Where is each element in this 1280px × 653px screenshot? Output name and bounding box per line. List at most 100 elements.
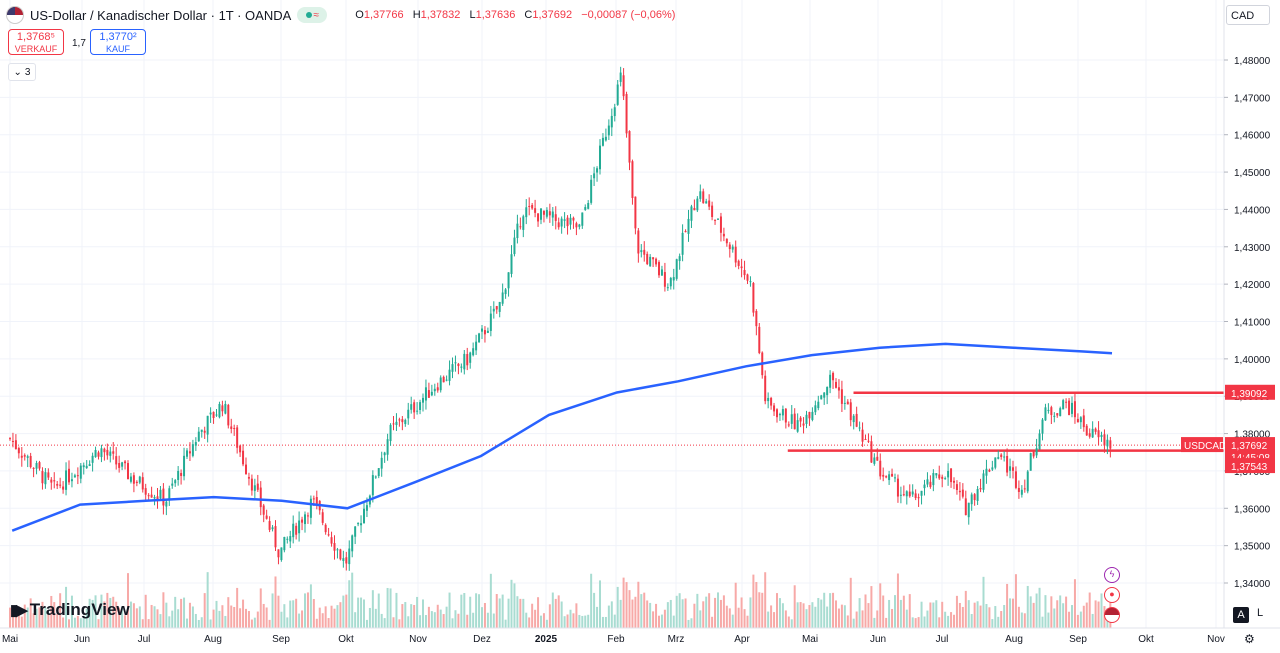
lightning-icon[interactable]: ϟ — [1104, 567, 1120, 583]
candle-body — [380, 457, 383, 469]
volume-bar — [436, 604, 439, 628]
candle-body — [840, 389, 843, 404]
candle-body — [354, 526, 357, 537]
candle-body — [1076, 418, 1079, 423]
volume-bar — [1026, 585, 1029, 628]
volume-bar — [832, 592, 835, 628]
candle-body — [1109, 440, 1112, 449]
candle-body — [70, 479, 73, 482]
volume-bar — [416, 596, 419, 628]
volume-bar — [778, 598, 781, 628]
volume-bar — [445, 606, 448, 628]
candle-body — [861, 429, 864, 442]
volume-bar — [678, 593, 681, 628]
buy-button[interactable]: 1,3770² KAUF — [90, 29, 146, 55]
auto-scale-button[interactable]: A — [1233, 607, 1249, 623]
volume-bar — [230, 605, 233, 628]
volume-bar — [519, 598, 522, 628]
x-tick-label: Nov — [1207, 634, 1225, 645]
candle-body — [590, 179, 593, 203]
candle-body — [964, 498, 967, 516]
candle-body — [507, 272, 510, 289]
volume-bars — [9, 572, 1112, 628]
candle-body — [714, 219, 717, 221]
event-icon[interactable]: ● — [1104, 587, 1120, 603]
symbol-title[interactable]: US-Dollar / Kanadischer Dollar · 1T · OA… — [30, 7, 292, 23]
candle-body — [221, 405, 224, 412]
candle-body — [967, 502, 970, 518]
sell-button[interactable]: 1,3768⁵ VERKAUF — [8, 29, 64, 55]
volume-bar — [410, 604, 413, 628]
volume-bar — [770, 605, 773, 628]
volume-bar — [926, 610, 929, 628]
volume-bar — [103, 601, 106, 628]
volume-bar — [212, 609, 215, 628]
volume-bar — [233, 606, 236, 628]
candle-body — [908, 491, 911, 497]
volume-bar — [112, 596, 115, 628]
candle-body — [410, 404, 413, 410]
volume-bar — [575, 603, 578, 628]
currency-button[interactable]: CAD — [1226, 5, 1270, 25]
candle-body — [277, 549, 280, 558]
volume-bar — [761, 592, 764, 628]
symbol-tag-bg — [1181, 437, 1223, 453]
time-axis: Mai Jun Jul Aug Sep Okt Nov Dez 2025 Feb Mrz Apr Mai… — [2, 634, 1225, 645]
volume-bar — [991, 619, 994, 628]
volume-bar — [118, 607, 121, 628]
volume-bar — [835, 600, 837, 628]
volume-bar — [466, 614, 469, 628]
tradingview-logo[interactable]: ▮▶ TradingView — [10, 600, 130, 619]
volume-bar — [1038, 587, 1041, 628]
volume-bar — [404, 602, 407, 628]
candle-body — [1006, 455, 1009, 473]
volume-bar — [714, 597, 717, 628]
live-status-icon[interactable]: ≈ — [297, 7, 328, 23]
candle-body — [451, 364, 454, 372]
candle-body — [1100, 434, 1103, 437]
candle-body — [622, 75, 625, 97]
volume-bar — [891, 608, 894, 628]
x-tick-label: Apr — [734, 634, 750, 645]
volume-bar — [953, 614, 955, 628]
candle-body — [896, 478, 899, 497]
candle-body — [858, 427, 861, 429]
candle-body — [357, 523, 360, 525]
volume-bar — [1012, 598, 1014, 628]
volume-bar — [298, 613, 301, 628]
volume-bar — [171, 610, 174, 628]
indicators-toggle[interactable]: ⌄ 3 — [8, 63, 36, 81]
flag-us-icon[interactable] — [1104, 607, 1120, 623]
candle-body — [637, 230, 640, 254]
volume-bar — [587, 614, 590, 628]
volume-bar — [876, 610, 879, 628]
gear-icon[interactable]: ⚙ — [1244, 632, 1255, 646]
candle-body — [545, 209, 548, 217]
candle-body — [725, 238, 728, 244]
candle-body — [14, 440, 17, 449]
candle-body — [363, 508, 365, 524]
candle-body — [938, 474, 941, 479]
log-scale-button[interactable]: L — [1257, 607, 1264, 619]
volume-bar — [516, 596, 519, 628]
candle-body — [50, 479, 53, 483]
candle-body — [419, 402, 422, 410]
volume-bar — [41, 601, 44, 628]
candle-body — [227, 404, 230, 426]
volume-bar — [489, 573, 492, 628]
candle-body — [551, 211, 554, 218]
volume-bar — [1100, 593, 1103, 628]
candle-body — [885, 476, 888, 478]
volume-bar — [1082, 605, 1085, 628]
volume-bar — [734, 582, 737, 628]
candles — [9, 66, 1112, 571]
volume-bar — [743, 609, 746, 628]
volume-bar — [578, 614, 581, 628]
candle-body — [837, 387, 840, 391]
volume-bar — [970, 614, 973, 628]
candle-body — [38, 462, 41, 469]
volume-bar — [1059, 595, 1062, 628]
candle-body — [389, 424, 392, 442]
candle-body — [247, 476, 250, 479]
